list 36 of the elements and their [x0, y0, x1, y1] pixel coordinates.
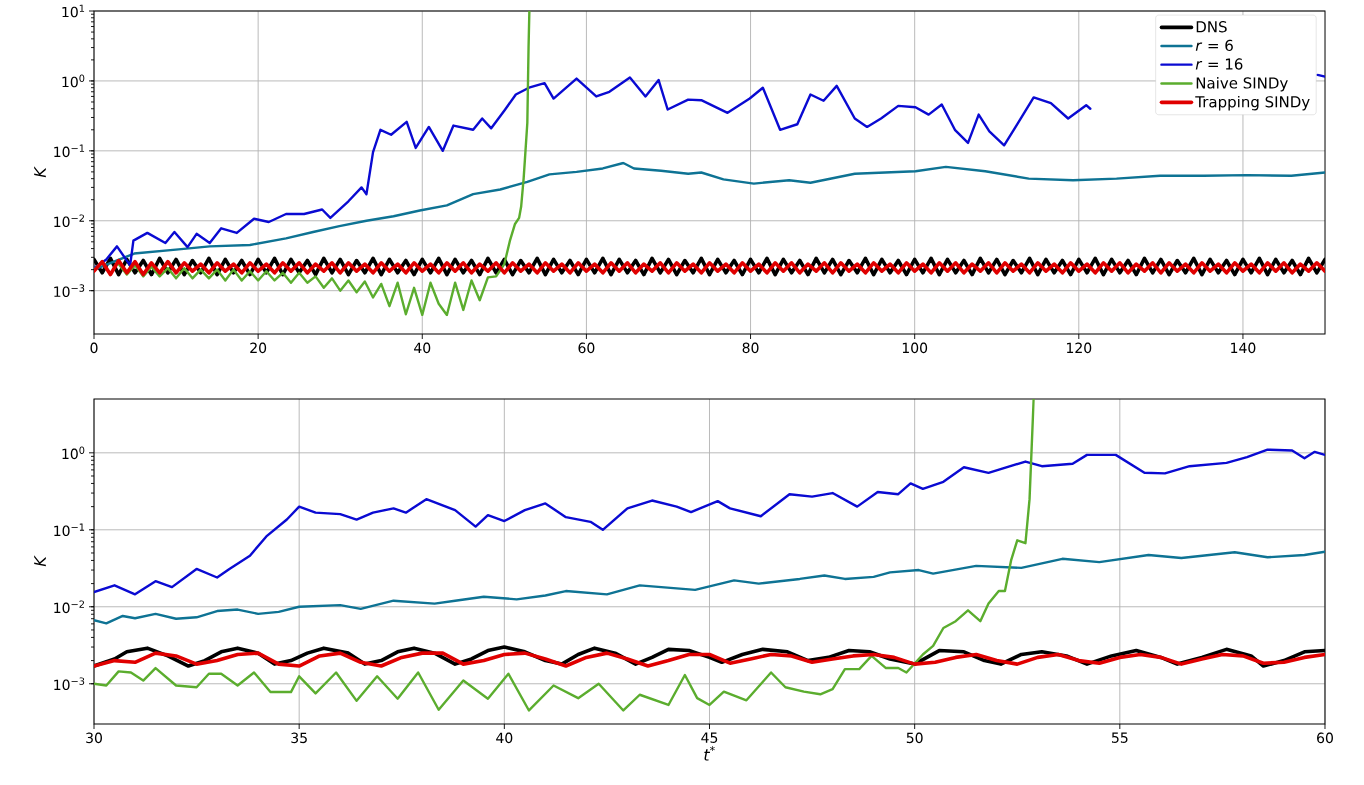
x-tick-label: 40 — [496, 732, 513, 744]
legend-label: Trapping SINDy — [1195, 95, 1310, 111]
x-tick-label: 100 — [902, 342, 928, 354]
y-tick-label: 10$^{−3}$ — [54, 677, 85, 691]
x-tick-label: 80 — [742, 342, 759, 354]
x-tick-label: 35 — [291, 732, 307, 744]
x-tick-label: 40 — [414, 342, 431, 354]
legend-label: r = 6 — [1195, 39, 1233, 52]
y-tick-label: 10$^{−1}$ — [54, 144, 85, 158]
x-tick-label: 30 — [86, 732, 102, 744]
line-series — [94, 651, 1325, 668]
y-tick-label: 10$^{0}$ — [62, 74, 85, 88]
x-tick-label: 60 — [578, 342, 595, 354]
y-axis-title: K — [34, 555, 46, 567]
x-tick-label: 45 — [701, 732, 718, 743]
x-tick-label: 0 — [90, 342, 98, 354]
legend-label: Naive SINDy — [1196, 76, 1288, 92]
y-tick-label: 10$^{0}$ — [62, 446, 85, 460]
x-tick-label: 20 — [250, 342, 267, 354]
y-tick-label: 10$^{−3}$ — [54, 284, 85, 298]
y-tick-label: 10$^{−1}$ — [54, 523, 85, 537]
x-tick-label: 60 — [1317, 732, 1333, 744]
y-tick-label: 10$^{−2}$ — [54, 600, 84, 614]
y-tick-label: 10$^{1}$ — [62, 4, 85, 18]
line-series — [94, 550, 1325, 625]
y-axis-title: K — [34, 166, 46, 178]
x-axis-title: t$^{*}$ — [704, 746, 715, 761]
line-series — [94, 399, 1035, 712]
x-tick-label: 120 — [1066, 342, 1092, 354]
x-tick-label: 140 — [1231, 342, 1256, 354]
y-tick-label: 10$^{−2}$ — [54, 214, 84, 228]
x-tick-label: 50 — [906, 732, 923, 744]
x-tick-label: 55 — [1112, 732, 1128, 743]
legend-label: r = 16 — [1195, 58, 1243, 70]
legend-label: DNS — [1196, 21, 1227, 33]
line-series — [94, 448, 1325, 596]
